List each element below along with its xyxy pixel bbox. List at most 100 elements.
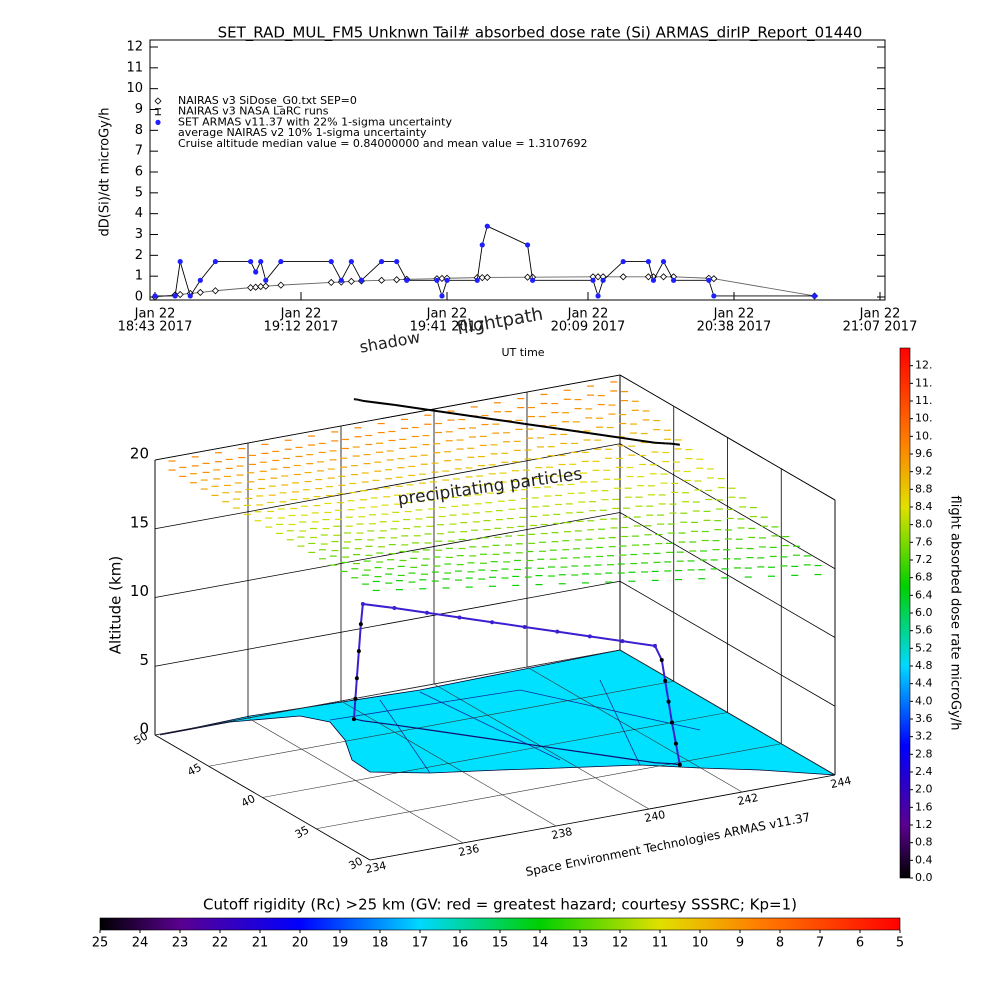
marker bbox=[212, 258, 219, 265]
marker bbox=[378, 258, 385, 265]
marker bbox=[530, 277, 536, 283]
ground-track bbox=[622, 757, 656, 764]
marker bbox=[524, 273, 532, 281]
marker bbox=[278, 258, 284, 265]
y-tick-label: 35 bbox=[293, 823, 311, 841]
marker bbox=[474, 277, 480, 283]
colorbar-tick-label: 12 bbox=[612, 936, 629, 951]
y-tick-label: 2 bbox=[135, 248, 143, 263]
y-axis-label: dD(Si)/dt microGy/h bbox=[98, 108, 113, 237]
x-tick-label: 238 bbox=[550, 825, 573, 842]
colorbar-tick-label: 16 bbox=[452, 936, 469, 951]
colorbar-tick-label: 7 bbox=[816, 936, 824, 951]
flightpath-point bbox=[522, 624, 527, 629]
marker bbox=[277, 281, 285, 289]
legend-label: average NAIRAS v2 10% 1-sigma uncertaint… bbox=[178, 126, 427, 139]
colorbar-tick-label: 1.6 bbox=[915, 800, 933, 813]
colorbar-tick-label: 3.2 bbox=[915, 730, 933, 743]
marker bbox=[258, 258, 264, 265]
x-tick-label: Jan 22 bbox=[426, 307, 468, 322]
marker bbox=[393, 276, 401, 284]
marker bbox=[247, 284, 255, 292]
grid-line bbox=[154, 649, 621, 736]
marker bbox=[338, 277, 344, 283]
marker bbox=[187, 293, 193, 299]
y-tick-label: 11 bbox=[126, 60, 143, 75]
marker bbox=[644, 273, 652, 281]
marker bbox=[645, 258, 652, 265]
flightpath-segment bbox=[670, 722, 677, 744]
colorbar-tick-label: 13 bbox=[572, 936, 589, 951]
x-tick-label: 242 bbox=[736, 791, 759, 808]
colorbar-tick-label: 9.6 bbox=[915, 447, 933, 460]
colorbar-tick-label: 23 bbox=[172, 936, 189, 951]
colorbar-tick-label: 5.6 bbox=[915, 624, 933, 637]
map-land bbox=[159, 649, 836, 776]
flightpath-segment bbox=[524, 625, 558, 633]
y-tick-label: 5 bbox=[135, 185, 143, 200]
colorbar-tick-label: 20 bbox=[292, 936, 309, 951]
colorbar-tick-label: 11 bbox=[652, 936, 669, 951]
x-tick-label: Jan 22 bbox=[713, 307, 755, 322]
marker bbox=[439, 293, 445, 299]
legend-label: SET ARMAS v11.37 with 22% 1-sigma uncert… bbox=[178, 115, 452, 128]
y-tick-label: 45 bbox=[185, 761, 203, 779]
colorbar-tick-label: 10. bbox=[915, 429, 933, 442]
marker bbox=[257, 283, 265, 291]
x-tick-label: 21:07 2017 bbox=[843, 320, 918, 335]
colorbar-tick-label: 5.2 bbox=[915, 641, 933, 654]
marker bbox=[620, 258, 626, 265]
colorbar-tick-label: 6.4 bbox=[915, 588, 933, 601]
marker bbox=[444, 277, 450, 283]
shadow-flightpath bbox=[394, 403, 428, 411]
annotation: Cruise altitude median value = 0.8400000… bbox=[178, 137, 588, 150]
flightpath-point bbox=[354, 676, 359, 681]
annotation: flightpath bbox=[455, 304, 544, 340]
marker bbox=[710, 275, 718, 283]
ground-track bbox=[394, 724, 428, 731]
axis-edge bbox=[154, 734, 371, 861]
marker bbox=[483, 273, 491, 281]
marker bbox=[594, 273, 602, 281]
y-tick-label: 50 bbox=[132, 730, 150, 748]
marker bbox=[600, 277, 606, 283]
marker bbox=[253, 269, 259, 275]
marker bbox=[358, 277, 365, 283]
colorbar-tick-label: 7.6 bbox=[915, 535, 933, 548]
marker bbox=[479, 242, 485, 248]
flightpath-point bbox=[677, 762, 682, 767]
colorbar bbox=[899, 347, 911, 879]
z-tick-label: 15 bbox=[130, 513, 149, 531]
flightpath-segment bbox=[491, 621, 525, 628]
x-tick-label: 18:43 2017 bbox=[118, 320, 193, 335]
y-tick-label: 6 bbox=[135, 165, 143, 180]
ground-track bbox=[524, 743, 558, 750]
shadow-flightpath bbox=[362, 399, 395, 406]
marker bbox=[196, 288, 204, 296]
marker bbox=[434, 277, 440, 283]
colorbar-tick-label: 21 bbox=[252, 936, 269, 951]
x-tick-label: 236 bbox=[457, 842, 480, 859]
marker bbox=[478, 274, 486, 282]
grid-line bbox=[262, 712, 728, 798]
flightpath-point bbox=[457, 615, 462, 620]
marker bbox=[248, 258, 254, 265]
marker bbox=[176, 290, 184, 299]
x-tick-label: Jan 22 bbox=[280, 307, 322, 322]
marker bbox=[262, 282, 270, 290]
colorbar-tick-label: 10 bbox=[692, 936, 709, 951]
z-tick-label: 10 bbox=[130, 582, 149, 600]
grid-line bbox=[154, 512, 621, 598]
colorbar-tick-label: 8.0 bbox=[915, 518, 933, 531]
flightpath-point bbox=[356, 649, 361, 654]
axis-edge bbox=[369, 774, 836, 861]
flightpath-point bbox=[587, 634, 592, 639]
colorbar-tick-label: 18 bbox=[372, 936, 389, 951]
flightpath-segment bbox=[426, 611, 460, 619]
flightpath-point bbox=[358, 622, 363, 627]
colorbar bbox=[99, 917, 901, 931]
flightpath-segment bbox=[362, 602, 395, 610]
marker bbox=[152, 293, 158, 299]
